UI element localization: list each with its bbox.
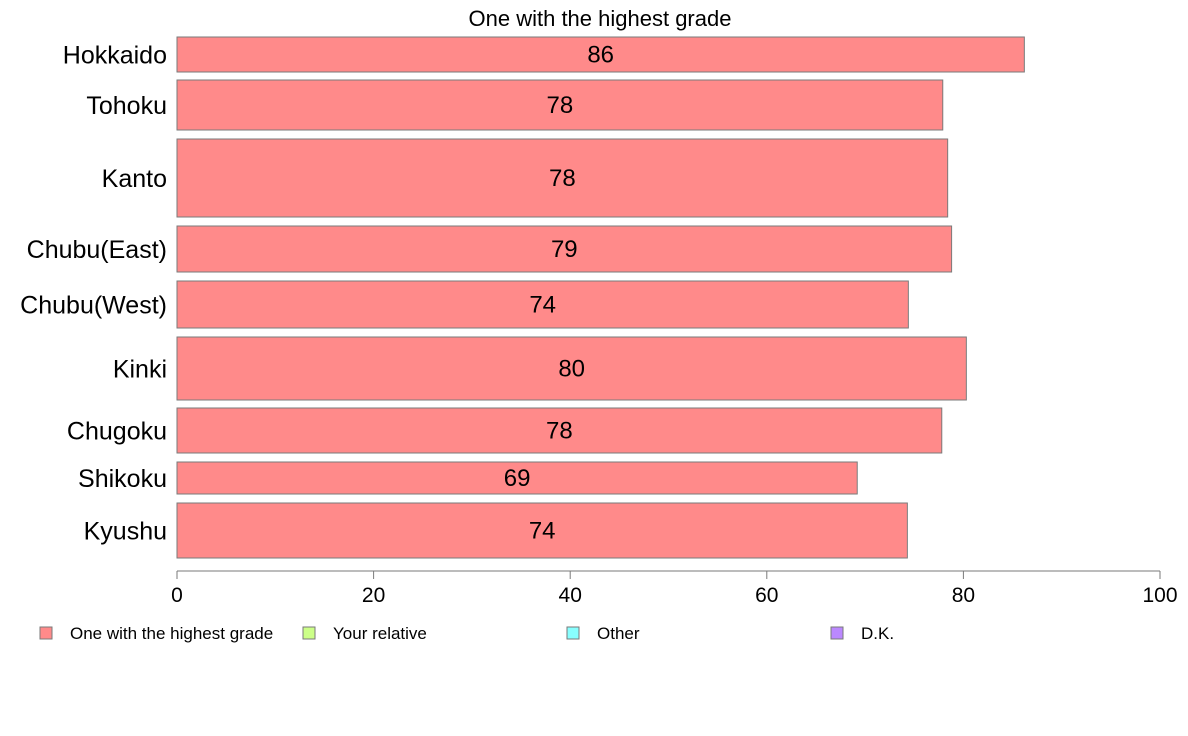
bar-hokkaido — [176, 36, 1025, 73]
bar-value-label: 78 — [547, 92, 574, 119]
bar-kinki — [176, 336, 967, 401]
legend: One with the highest grade Your relative O… — [39, 624, 894, 643]
bar-value-label: 79 — [551, 236, 578, 263]
category-label: Shikoku — [78, 465, 167, 493]
category-label: Chubu(East) — [27, 236, 167, 264]
bar-chubu-west — [176, 280, 909, 329]
bar-kanto — [176, 138, 949, 218]
legend-item: D.K. — [830, 624, 894, 643]
legend-label: One with the highest grade — [70, 624, 273, 643]
x-tick-label: 20 — [362, 584, 385, 607]
bar-value-label: 78 — [546, 418, 573, 445]
category-label: Kinki — [113, 356, 167, 384]
bar-value-label: 74 — [529, 292, 556, 319]
x-tick-label: 80 — [952, 584, 975, 607]
category-label: Chugoku — [67, 418, 167, 446]
bars-layer: Hokkaido 86 Tohoku 78 Kanto 78 Chubu(East) 79 Ch… — [20, 36, 1025, 559]
x-tick-label: 60 — [755, 584, 778, 607]
category-label: Tohoku — [86, 92, 167, 120]
legend-label: Your relative — [333, 624, 427, 643]
legend-item: One with the highest grade — [39, 624, 273, 643]
legend-swatch — [39, 626, 53, 640]
x-axis: 0 20 40 60 80 100 — [171, 570, 1178, 607]
category-label: Hokkaido — [63, 42, 167, 70]
bar-value-label: 80 — [558, 356, 585, 383]
x-tick-label: 0 — [171, 584, 183, 607]
chart-title: One with the highest grade — [469, 6, 732, 31]
bar-shikoku — [176, 461, 858, 495]
category-label: Chubu(West) — [20, 292, 167, 320]
x-tick-label: 100 — [1142, 584, 1177, 607]
legend-label: Other — [597, 624, 640, 643]
category-label: Kanto — [102, 165, 167, 193]
legend-swatch — [302, 626, 316, 640]
bar-value-label: 78 — [549, 165, 576, 192]
bar-value-label: 86 — [587, 42, 614, 69]
x-tick-label: 40 — [559, 584, 582, 607]
bar-tohoku — [176, 79, 944, 131]
legend-label: D.K. — [861, 624, 894, 643]
bar-value-label: 69 — [504, 465, 531, 492]
legend-item: Your relative — [302, 624, 427, 643]
bar-value-label: 74 — [529, 518, 556, 545]
category-label: Kyushu — [84, 518, 167, 546]
legend-swatch — [566, 626, 580, 640]
legend-swatch — [830, 626, 844, 640]
bar-chugoku — [176, 407, 943, 454]
bar-chubu-east — [176, 225, 953, 273]
bar-kyushu — [176, 502, 908, 559]
legend-item: Other — [566, 624, 640, 643]
